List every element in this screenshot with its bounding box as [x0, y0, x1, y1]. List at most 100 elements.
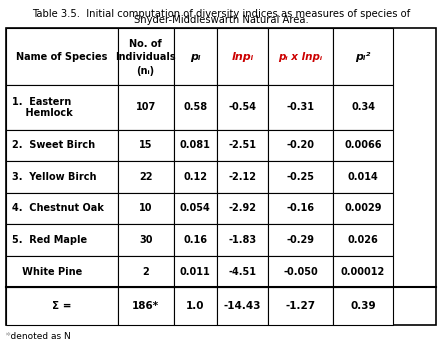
- Text: 30: 30: [139, 235, 152, 245]
- Bar: [6, 85, 118, 129]
- Bar: [268, 29, 333, 85]
- Bar: [118, 85, 174, 129]
- Bar: [118, 224, 174, 256]
- Bar: [268, 193, 333, 224]
- Text: -0.54: -0.54: [229, 103, 256, 112]
- Bar: [217, 29, 268, 85]
- Text: 107: 107: [136, 103, 156, 112]
- Text: 0.58: 0.58: [183, 103, 207, 112]
- Text: 0.014: 0.014: [348, 172, 378, 182]
- Text: 2: 2: [142, 267, 149, 277]
- Bar: [333, 29, 393, 85]
- Text: -0.29: -0.29: [286, 235, 315, 245]
- Text: 1.  Eastern
    Hemlock: 1. Eastern Hemlock: [12, 97, 73, 118]
- Bar: [217, 193, 268, 224]
- Text: -4.51: -4.51: [229, 267, 256, 277]
- Bar: [174, 256, 217, 288]
- Text: -0.31: -0.31: [286, 103, 315, 112]
- Text: 1.0: 1.0: [186, 301, 204, 311]
- Text: -2.12: -2.12: [229, 172, 256, 182]
- Text: 0.0029: 0.0029: [344, 204, 382, 214]
- Bar: [217, 161, 268, 193]
- Text: 4.  Chestnut Oak: 4. Chestnut Oak: [12, 204, 104, 214]
- Text: 2.  Sweet Birch: 2. Sweet Birch: [12, 140, 95, 150]
- Bar: [268, 224, 333, 256]
- Bar: [333, 224, 393, 256]
- Bar: [217, 256, 268, 288]
- Text: -0.25: -0.25: [286, 172, 315, 182]
- Bar: [217, 288, 268, 325]
- Text: -1.83: -1.83: [229, 235, 257, 245]
- Bar: [6, 256, 118, 288]
- Text: -0.16: -0.16: [286, 204, 315, 214]
- Bar: [217, 85, 268, 129]
- Text: -14.43: -14.43: [224, 301, 261, 311]
- Bar: [118, 193, 174, 224]
- Bar: [268, 288, 333, 325]
- Text: 0.011: 0.011: [180, 267, 210, 277]
- Bar: [268, 85, 333, 129]
- Bar: [174, 161, 217, 193]
- Bar: [174, 288, 217, 325]
- Bar: [174, 85, 217, 129]
- Bar: [174, 224, 217, 256]
- Text: 0.054: 0.054: [180, 204, 210, 214]
- Text: -2.92: -2.92: [229, 204, 256, 214]
- Bar: [333, 85, 393, 129]
- Bar: [6, 29, 118, 85]
- Text: -0.050: -0.050: [283, 267, 318, 277]
- Bar: [118, 288, 174, 325]
- Text: 0.026: 0.026: [348, 235, 378, 245]
- Bar: [6, 129, 118, 161]
- Bar: [118, 161, 174, 193]
- Bar: [217, 224, 268, 256]
- Text: 0.081: 0.081: [180, 140, 210, 150]
- Bar: [6, 161, 118, 193]
- Text: pᵢ: pᵢ: [190, 52, 200, 62]
- Bar: [333, 193, 393, 224]
- Text: Table 3.5.  Initial computation of diversity indices.as measures of species of: Table 3.5. Initial computation of divers…: [32, 9, 410, 19]
- Text: 15: 15: [139, 140, 152, 150]
- Text: 10: 10: [139, 204, 152, 214]
- Bar: [333, 288, 393, 325]
- Text: 0.00012: 0.00012: [341, 267, 385, 277]
- Bar: [268, 256, 333, 288]
- Text: White Pine: White Pine: [12, 267, 83, 277]
- Bar: [174, 193, 217, 224]
- Text: 0.12: 0.12: [183, 172, 207, 182]
- Text: 0.34: 0.34: [351, 103, 375, 112]
- Bar: [174, 29, 217, 85]
- Text: -0.20: -0.20: [286, 140, 315, 150]
- Text: 0.39: 0.39: [350, 301, 376, 311]
- Text: 0.0066: 0.0066: [344, 140, 382, 150]
- Text: 22: 22: [139, 172, 152, 182]
- Text: 0.16: 0.16: [183, 235, 207, 245]
- Bar: [174, 129, 217, 161]
- Text: 5.  Red Maple: 5. Red Maple: [12, 235, 88, 245]
- Text: pᵢ x lnpᵢ: pᵢ x lnpᵢ: [278, 52, 323, 62]
- Text: No. of: No. of: [130, 39, 162, 49]
- Bar: [6, 29, 436, 325]
- Text: *denoted as N: *denoted as N: [6, 332, 71, 341]
- Bar: [268, 161, 333, 193]
- Text: -2.51: -2.51: [229, 140, 256, 150]
- Bar: [268, 129, 333, 161]
- Text: -1.27: -1.27: [286, 301, 316, 311]
- Text: 3.  Yellow Birch: 3. Yellow Birch: [12, 172, 97, 182]
- Text: (nᵢ): (nᵢ): [137, 66, 155, 76]
- Text: lnpᵢ: lnpᵢ: [232, 52, 254, 62]
- Text: pᵢ²: pᵢ²: [355, 52, 371, 62]
- Text: 186*: 186*: [132, 301, 159, 311]
- Bar: [118, 129, 174, 161]
- Bar: [333, 129, 393, 161]
- Text: Σ =: Σ =: [52, 301, 72, 311]
- Bar: [118, 256, 174, 288]
- Text: Snyder-Middleswarth Natural Area.: Snyder-Middleswarth Natural Area.: [133, 15, 309, 25]
- Bar: [6, 288, 118, 325]
- Bar: [6, 224, 118, 256]
- Text: *: *: [6, 332, 10, 341]
- Text: Individuals: Individuals: [115, 52, 176, 62]
- Bar: [118, 29, 174, 85]
- Bar: [217, 129, 268, 161]
- Bar: [333, 161, 393, 193]
